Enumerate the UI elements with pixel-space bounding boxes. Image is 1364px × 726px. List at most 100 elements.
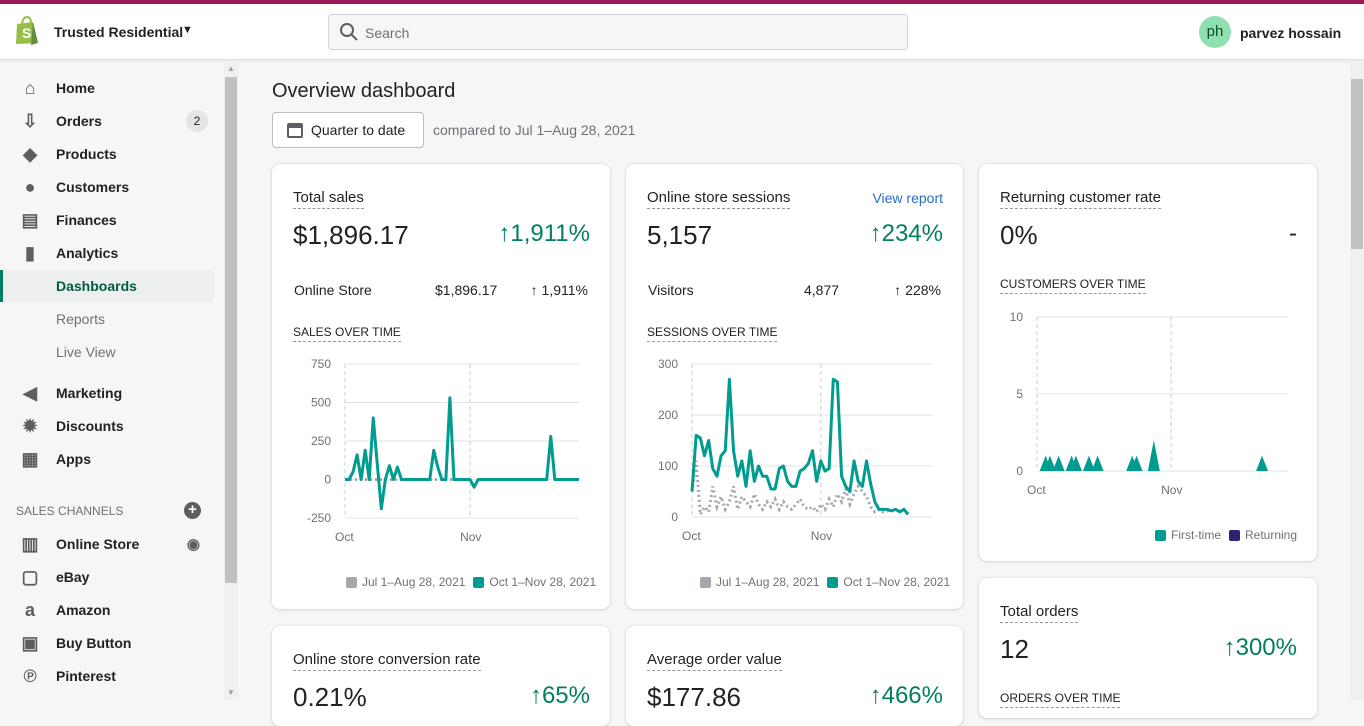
orders-value: 12	[1000, 634, 1029, 664]
nav-label: Finances	[56, 212, 117, 228]
legend-swatch-current	[827, 576, 839, 588]
nav-label: Apps	[56, 451, 91, 467]
sidebar-item-marketing[interactable]: ◀ Marketing	[0, 377, 214, 409]
x-tick-label: Nov	[811, 529, 832, 543]
apps-icon: ▦	[21, 448, 39, 469]
nav-label: Marketing	[56, 385, 123, 401]
sidebar-item-amazon[interactable]: a Amazon	[0, 594, 214, 626]
nav-label: Orders	[56, 113, 102, 129]
store-icon: ▥	[21, 533, 39, 554]
main-scrollbar[interactable]	[1350, 61, 1364, 700]
area-peak	[1147, 440, 1160, 471]
sales-channels-heading: SALES CHANNELS	[16, 504, 124, 518]
nav-label: Buy Button	[56, 635, 132, 651]
row-value: 4,877	[804, 282, 840, 298]
sidebar-item-analytics[interactable]: ▮ Analytics	[0, 237, 214, 269]
sidebar-item-home[interactable]: ⌂ Home	[0, 72, 214, 104]
current-period-line	[345, 396, 579, 511]
avatar[interactable]: ph	[1199, 16, 1231, 48]
buy-button-icon: ▣	[21, 632, 39, 653]
card-title[interactable]: Total orders	[1000, 603, 1079, 623]
card-title[interactable]: Online store conversion rate	[293, 651, 481, 671]
card-title[interactable]: Online store sessions	[647, 189, 791, 209]
sidebar-item-apps[interactable]: ▦ Apps	[0, 443, 214, 475]
area-peak	[1091, 455, 1104, 471]
nav-label: Pinterest	[56, 668, 116, 684]
nav-label: eBay	[56, 569, 90, 585]
total-sales-card: Total sales $1,896.17 ↑1,911% Online Sto…	[272, 164, 610, 609]
conversion-rate-card: Online store conversion rate 0.21% ↑65%	[272, 626, 610, 726]
sidebar-item-finances[interactable]: ▤ Finances	[0, 204, 214, 236]
card-title[interactable]: Returning customer rate	[1000, 189, 1161, 209]
compare-text: compared to Jul 1–Aug 28, 2021	[433, 122, 636, 138]
returning-change: -	[1289, 220, 1297, 247]
y-tick-label: 10	[1010, 310, 1024, 324]
search-placeholder: Search	[365, 25, 410, 41]
x-tick-label: Nov	[1161, 483, 1182, 497]
page-title: Overview dashboard	[272, 80, 456, 102]
x-tick-label: Nov	[460, 530, 481, 544]
y-tick-label: 200	[658, 408, 678, 422]
y-tick-label: 0	[324, 473, 331, 487]
aov-change: ↑466%	[869, 682, 943, 709]
eye-icon[interactable]: ◉	[186, 536, 200, 553]
sidebar-item-customers[interactable]: ● Customers	[0, 171, 214, 203]
store-name[interactable]: Trusted Residential	[54, 24, 184, 40]
y-tick-label: 750	[311, 357, 331, 371]
user-name[interactable]: parvez hossain	[1240, 25, 1342, 41]
row-change: ↑ 228%	[894, 282, 941, 298]
sidebar: ⌂ Home ⇩ Orders 2 ◆ Products ● Customers ▤ Finance…	[0, 61, 224, 700]
orders-count-badge: 2	[186, 110, 208, 132]
x-tick-label: Oct	[1027, 483, 1046, 497]
chart-legend: Jul 1–Aug 28, 2021 Oct 1–Nov 28, 2021	[346, 575, 596, 589]
shopify-logo-icon[interactable]: S	[14, 16, 40, 46]
row-change: ↑ 1,911%	[530, 282, 588, 298]
sidebar-item-pinterest[interactable]: ℗ Pinterest	[0, 660, 214, 692]
legend-label: Oct 1–Nov 28, 2021	[489, 575, 597, 589]
brand-strip	[0, 0, 1364, 4]
chart-legend: First-time Returning	[1155, 528, 1297, 542]
legend-label: Jul 1–Aug 28, 2021	[362, 575, 466, 589]
nav-label: Online Store	[56, 536, 140, 552]
area-peak	[1130, 455, 1143, 471]
nav-label: Customers	[56, 179, 130, 195]
sidebar-item-orders[interactable]: ⇩ Orders 2	[0, 105, 214, 137]
sidebar-scrollbar[interactable]: ▲ ▼	[224, 61, 238, 700]
svg-text:S: S	[22, 25, 31, 41]
area-peak	[1043, 455, 1056, 471]
y-tick-label: 0	[1016, 464, 1023, 478]
x-tick-label: Oct	[335, 530, 354, 544]
view-report-link[interactable]: View report	[872, 190, 943, 206]
x-tick-label: Oct	[682, 529, 701, 543]
row-label: Visitors	[648, 282, 694, 298]
card-title[interactable]: Average order value	[647, 651, 782, 671]
sidebar-item-live-view[interactable]: Live View	[0, 336, 214, 368]
y-tick-label: -250	[307, 511, 331, 525]
tag-icon: ◆	[23, 143, 37, 164]
ebay-icon: ▢	[21, 566, 39, 587]
search-icon	[340, 23, 358, 41]
nav-label: Products	[56, 146, 117, 162]
area-peak	[1256, 455, 1269, 471]
sessions-value: 5,157	[647, 220, 713, 250]
add-sales-channel-icon[interactable]: +	[184, 502, 201, 519]
y-tick-label: 300	[658, 357, 678, 371]
sidebar-item-online-store[interactable]: ▥ Online Store ◉	[0, 528, 214, 560]
sidebar-item-discounts[interactable]: ✹ Discounts	[0, 410, 214, 442]
search-input[interactable]: Search	[328, 14, 908, 50]
total-sales-change: ↑1,911%	[498, 220, 590, 247]
y-tick-label: 0	[671, 510, 678, 524]
sidebar-item-ebay[interactable]: ▢ eBay	[0, 561, 214, 593]
sidebar-item-buy-button[interactable]: ▣ Buy Button	[0, 627, 214, 659]
legend-label: Returning	[1245, 528, 1298, 542]
sidebar-item-dashboards[interactable]: Dashboards	[0, 270, 214, 302]
sidebar-item-reports[interactable]: Reports	[0, 303, 214, 335]
date-range-button[interactable]: Quarter to date	[272, 112, 424, 148]
nav-label: Home	[56, 80, 95, 96]
current-period-line	[690, 377, 910, 516]
caret-down-icon[interactable]: ▼	[182, 24, 193, 36]
sidebar-item-products[interactable]: ◆ Products	[0, 138, 214, 170]
discount-icon: ✹	[22, 415, 38, 436]
card-title[interactable]: Total sales	[293, 189, 364, 209]
total-sales-value: $1,896.17	[293, 220, 409, 250]
